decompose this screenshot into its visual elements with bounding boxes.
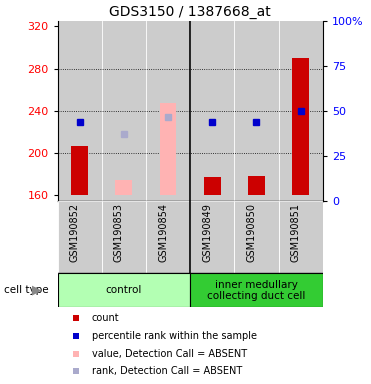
Bar: [146, 200, 190, 273]
Bar: [58, 200, 102, 273]
Text: GSM190853: GSM190853: [114, 203, 124, 262]
Bar: [204, 177, 221, 195]
Text: cell type: cell type: [4, 285, 48, 295]
Bar: [115, 180, 132, 195]
Bar: [279, 200, 323, 273]
Text: GSM190852: GSM190852: [70, 203, 80, 262]
Text: value, Detection Call = ABSENT: value, Detection Call = ABSENT: [92, 349, 247, 359]
Text: GSM190851: GSM190851: [290, 203, 301, 262]
Text: GSM190854: GSM190854: [158, 203, 168, 262]
Bar: [190, 273, 323, 307]
Bar: [234, 21, 279, 200]
Text: GSM190850: GSM190850: [246, 203, 256, 262]
Bar: [248, 176, 265, 195]
Bar: [190, 200, 234, 273]
Bar: [146, 21, 190, 200]
Title: GDS3150 / 1387668_at: GDS3150 / 1387668_at: [109, 5, 271, 19]
Text: ▶: ▶: [32, 284, 42, 297]
Bar: [292, 58, 309, 195]
Text: count: count: [92, 313, 119, 323]
Bar: [58, 21, 102, 200]
Bar: [71, 146, 88, 195]
Bar: [279, 21, 323, 200]
Text: GSM190849: GSM190849: [202, 203, 212, 262]
Bar: [102, 200, 146, 273]
Bar: [190, 21, 234, 200]
Text: percentile rank within the sample: percentile rank within the sample: [92, 331, 257, 341]
Bar: [234, 200, 279, 273]
Text: inner medullary
collecting duct cell: inner medullary collecting duct cell: [207, 280, 306, 301]
Bar: [58, 273, 190, 307]
Text: rank, Detection Call = ABSENT: rank, Detection Call = ABSENT: [92, 366, 242, 376]
Bar: [102, 21, 146, 200]
Bar: [160, 104, 177, 195]
Text: control: control: [106, 285, 142, 295]
